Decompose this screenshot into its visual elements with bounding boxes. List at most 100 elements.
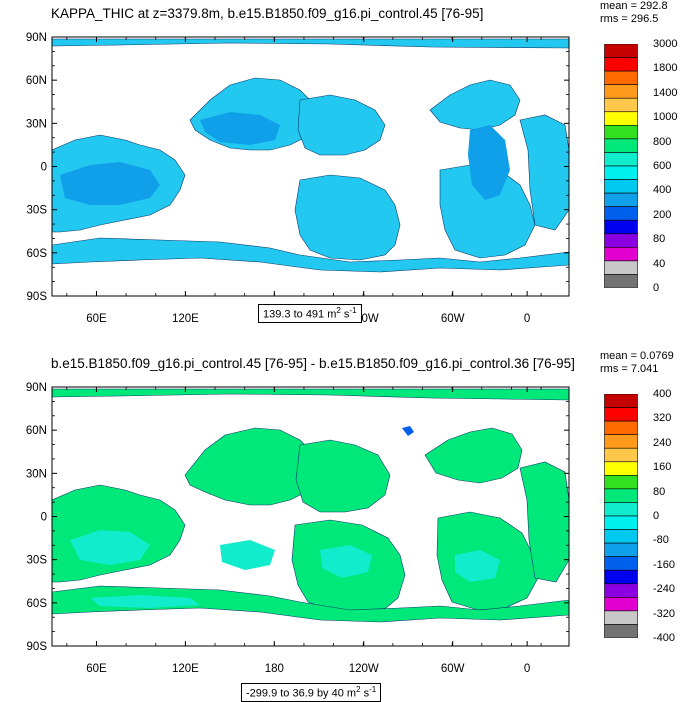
field-layer (52, 38, 569, 273)
east-atlantic-region (519, 114, 569, 231)
x-tick-label: 0 (524, 663, 530, 675)
south-pacific-patch (320, 545, 372, 578)
x-tick-label: 60W (441, 313, 465, 325)
colorbar-label: 0 (653, 282, 660, 294)
y-tick-label: 90S (27, 291, 48, 303)
colorbar-label: 1400 (653, 86, 678, 99)
colorbar (604, 44, 638, 288)
southern-ocean-patch (90, 595, 200, 608)
difference-field-secondary (70, 530, 500, 608)
colorbar-swatch (604, 97, 638, 113)
colorbar-swatch (604, 219, 638, 235)
colorbar-swatch (604, 165, 638, 180)
y-tick-label: 30S (27, 205, 48, 217)
pacific-deep (200, 112, 280, 145)
panel-title: KAPPA_THIC at z=3379.8m, b.e15.B1850.f09… (51, 6, 484, 21)
y-tick-label: 30S (27, 555, 48, 567)
y-tick-label: 60N (26, 75, 47, 87)
x-tick-label: 60E (86, 663, 107, 675)
central-pacific-region (295, 439, 391, 513)
ocean-field-secondary (60, 112, 510, 205)
colorbar-swatch (604, 233, 638, 248)
colorbar-swatch (604, 111, 638, 126)
colorbar-swatch (604, 624, 638, 638)
colorbar-label: 40 (653, 257, 666, 270)
y-tick-label: 90N (26, 32, 47, 44)
colorbar-label: 80 (653, 485, 666, 498)
range-sup2: -1 (349, 306, 357, 315)
y-tick-label: 0 (41, 162, 47, 174)
southern-ocean-region (52, 585, 569, 623)
colorbar-label: 320 (653, 412, 672, 425)
range-label: 139.3 to 491 m (263, 308, 337, 321)
colorbar-swatch (604, 597, 638, 612)
colorbar-label: -320 (653, 607, 676, 620)
mean-label: mean = 292.8 (600, 0, 668, 12)
colorbar-swatch (604, 556, 638, 571)
colorbar-label: 400 (653, 388, 672, 400)
colorbar-swatch (604, 475, 638, 490)
range-unit: s (340, 308, 350, 321)
panel-title: b.e15.B1850.f09_g16.pi_control.45 [76-95… (51, 356, 575, 371)
range-label: -299.9 to 36.9 by 40 m (246, 687, 357, 700)
colorbar-swatch (604, 274, 638, 288)
colorbar-swatch (604, 179, 638, 194)
panel-stats: mean = 292.8 rms = 296.5 (600, 0, 668, 26)
ocean-field-primary (52, 38, 569, 273)
colorbar-swatch (604, 138, 638, 153)
colorbar-label: 400 (653, 184, 672, 197)
y-tick-label: 60N (26, 425, 47, 437)
indian-ocean-patch (70, 530, 150, 565)
colorbar-swatch (604, 515, 638, 530)
colorbar-label: -160 (653, 558, 676, 571)
south-pacific-region (294, 174, 401, 261)
y-tick-label: 90N (26, 382, 47, 394)
colorbar-label: 200 (653, 208, 672, 221)
atlantic-patch (455, 550, 500, 582)
y-tick-label: 0 (41, 512, 47, 524)
colorbar-label: 0 (653, 510, 660, 522)
arctic-region (52, 38, 569, 49)
colorbar-label: 600 (653, 160, 672, 172)
colorbar-swatch (604, 407, 638, 422)
colorbar-swatch (604, 84, 638, 99)
range-sup1: 2 (356, 685, 361, 694)
arctic-region (52, 388, 569, 401)
anomaly-spot (402, 426, 414, 436)
colorbar-label: 1800 (653, 62, 678, 75)
colorbar-swatch (604, 57, 638, 72)
colorbar-label: 80 (653, 233, 666, 246)
x-tick-label: 0 (524, 313, 530, 325)
x-tick-label: 120E (172, 663, 199, 675)
colorbar-label: 800 (653, 135, 672, 148)
colorbar-swatch (604, 583, 638, 598)
top-panel: KAPPA_THIC at z=3379.8m, b.e15.B1850.f09… (0, 0, 700, 350)
x-tick-label: 60W (441, 663, 465, 675)
southern-ocean-region (52, 237, 569, 273)
x-tick-label: 60E (86, 313, 107, 325)
y-tick-label: 60S (27, 248, 48, 260)
central-pacific-region (297, 94, 386, 156)
colorbar-label: -80 (653, 534, 669, 547)
colorbar-label: -400 (653, 632, 676, 644)
colorbar-swatch (604, 420, 638, 435)
colorbar-swatch (604, 247, 638, 262)
colorbar-swatch (604, 447, 638, 463)
y-tick-label: 90S (27, 641, 48, 653)
y-tick-label: 60S (27, 598, 48, 610)
x-tick-label: 120W (349, 663, 379, 675)
range-box: 139.3 to 491 m2 s-1 (258, 304, 362, 323)
colorbar-swatch (604, 461, 638, 476)
x-tick-label: 180 (265, 663, 284, 675)
difference-field-primary (52, 388, 569, 623)
range-sup1: 2 (336, 306, 341, 315)
colorbar-swatch (604, 502, 638, 517)
rms-label: rms = 7.041 (600, 363, 659, 375)
colorbar-swatch (604, 610, 638, 625)
mean-label: mean = 0.0769 (600, 350, 674, 362)
colorbar-label: 240 (653, 436, 672, 449)
colorbar-swatch (604, 206, 638, 221)
colorbar-swatch (604, 152, 638, 167)
colorbar-swatch (604, 44, 638, 58)
